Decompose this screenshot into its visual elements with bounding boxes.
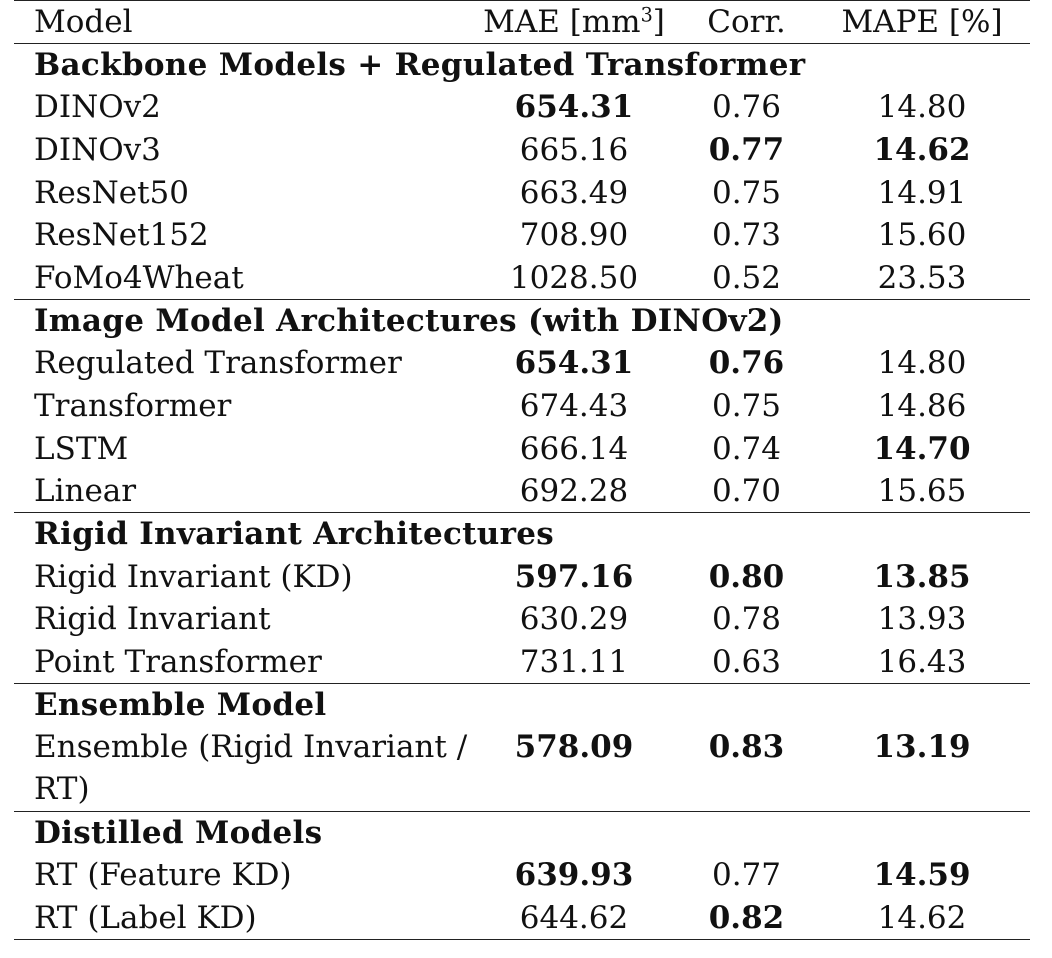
- corr-cell: 0.80: [708, 558, 785, 595]
- mae-cell: 666.14: [519, 430, 629, 467]
- mae-cell: 708.90: [519, 217, 629, 254]
- header-row: Model MAE [mm3] Corr. MAPE [%]: [14, 0, 1030, 44]
- model-name-cell: ResNet152: [34, 217, 209, 254]
- mae-cell: 630.29: [519, 601, 629, 638]
- section-title: Ensemble Model: [14, 683, 1030, 727]
- mae-cell: 731.11: [519, 643, 629, 680]
- section-header-row: Backbone Models + Regulated Transformer: [14, 43, 1030, 86]
- mape-cell: 14.70: [873, 430, 971, 467]
- table-row: Point Transformer 731.11 0.63 16.43: [14, 641, 1030, 684]
- mape-cell: 13.19: [873, 729, 971, 766]
- header-mae-superscript: 3: [640, 3, 653, 27]
- mae-cell: 663.49: [519, 174, 629, 211]
- mae-cell: 644.62: [469, 896, 679, 940]
- table-row: FoMo4Wheat 1028.50 0.52 23.53: [14, 257, 1030, 300]
- model-name-cell: Rigid Invariant (KD): [34, 558, 353, 595]
- model-name-cell: Ensemble (Rigid Invariant / RT): [34, 729, 468, 808]
- table-row: RT (Label KD) 644.62 0.82 14.62: [14, 896, 1030, 940]
- mape-cell: 14.59: [873, 857, 971, 894]
- corr-cell: 0.52: [711, 259, 782, 296]
- corr-cell: 0.73: [711, 217, 782, 254]
- corr-cell: 0.76: [708, 345, 785, 382]
- mape-cell: 14.62: [873, 131, 971, 168]
- section-title: Image Model Architectures (with DINOv2): [14, 298, 1030, 342]
- table-row: LSTM 666.14 0.74 14.70: [14, 427, 1030, 470]
- table-row: Linear 692.28 0.70 15.65: [14, 470, 1030, 513]
- mae-cell: 597.16: [514, 558, 634, 595]
- model-name-cell: LSTM: [34, 430, 129, 467]
- corr-cell: 0.74: [711, 430, 782, 467]
- corr-cell: 0.78: [711, 601, 782, 638]
- table-row: Transformer 674.43 0.75 14.86: [14, 385, 1030, 428]
- mape-cell: 23.53: [877, 259, 967, 296]
- mape-cell: 14.62: [814, 896, 1030, 940]
- model-name-cell: ResNet50: [34, 174, 189, 211]
- section-title: Distilled Models: [14, 810, 1030, 854]
- corr-cell: 0.70: [711, 473, 782, 510]
- section-header-row: Distilled Models: [14, 810, 1030, 854]
- corr-cell: 0.82: [679, 896, 814, 940]
- header-corr: Corr.: [679, 0, 814, 44]
- corr-cell: 0.63: [711, 643, 782, 680]
- header-mape: MAPE [%]: [814, 0, 1030, 44]
- mape-cell: 14.86: [877, 388, 967, 425]
- corr-cell: 0.75: [711, 388, 782, 425]
- corr-cell: 0.77: [708, 131, 785, 168]
- model-name-cell: RT (Label KD): [14, 896, 469, 940]
- header-model: Model: [14, 0, 469, 44]
- mape-cell: 16.43: [877, 643, 967, 680]
- mape-cell: 14.80: [877, 345, 967, 382]
- corr-cell: 0.76: [711, 89, 782, 126]
- model-name-cell: Point Transformer: [34, 643, 322, 680]
- section-title: Backbone Models + Regulated Transformer: [34, 46, 806, 83]
- mape-cell: 14.91: [877, 174, 967, 211]
- section-header-row: Ensemble Model: [14, 683, 1030, 727]
- results-table: Model MAE [mm3] Corr. MAPE [%] Backbone …: [14, 0, 1030, 940]
- model-name-cell: Regulated Transformer: [34, 345, 402, 382]
- mape-cell: 14.80: [877, 89, 967, 126]
- mape-cell: 13.85: [873, 558, 971, 595]
- table-row: Rigid Invariant 630.29 0.78 13.93: [14, 598, 1030, 641]
- table-row: DINOv2 654.31 0.76 14.80: [14, 86, 1030, 129]
- table-row: ResNet50 663.49 0.75 14.91: [14, 171, 1030, 214]
- mae-cell: 639.93: [514, 857, 634, 894]
- header-mae-close: ]: [652, 3, 665, 40]
- model-name-cell: FoMo4Wheat: [34, 259, 244, 296]
- section-title: Rigid Invariant Architectures: [14, 512, 1030, 556]
- table-row: ResNet152 708.90 0.73 15.60: [14, 214, 1030, 257]
- mape-cell: 13.93: [877, 601, 967, 638]
- model-name-cell: Rigid Invariant: [34, 601, 271, 638]
- table-row: Rigid Invariant (KD) 597.16 0.80 13.85: [14, 555, 1030, 598]
- table-row: DINOv3 665.16 0.77 14.62: [14, 129, 1030, 172]
- section-header-row: Image Model Architectures (with DINOv2): [14, 298, 1030, 342]
- table-row: RT (Feature KD) 639.93 0.77 14.59: [14, 854, 1030, 897]
- corr-cell: 0.77: [711, 857, 782, 894]
- corr-cell: 0.75: [711, 174, 782, 211]
- model-name-cell: Transformer: [34, 388, 232, 425]
- mae-cell: 665.16: [519, 131, 629, 168]
- table-row: Ensemble (Rigid Invariant / RT) 578.09 0.8…: [14, 726, 1030, 811]
- mae-cell: 578.09: [514, 729, 634, 766]
- table-row: Regulated Transformer 654.31 0.76 14.80: [14, 342, 1030, 385]
- section-header-row: Rigid Invariant Architectures: [14, 512, 1030, 556]
- mae-cell: 1028.50: [509, 259, 639, 296]
- mae-cell: 654.31: [514, 89, 634, 126]
- mae-cell: 654.31: [514, 345, 634, 382]
- header-mae: MAE [mm3]: [469, 0, 679, 44]
- header-mae-label: MAE [mm: [483, 3, 641, 40]
- mae-cell: 692.28: [519, 473, 629, 510]
- table-body: Backbone Models + Regulated Transformer D…: [14, 43, 1030, 940]
- model-name-cell: DINOv3: [34, 131, 161, 168]
- mape-cell: 15.60: [877, 217, 967, 254]
- corr-cell: 0.83: [708, 729, 785, 766]
- model-name-cell: RT (Feature KD): [34, 857, 292, 894]
- model-name-cell: Linear: [34, 473, 137, 510]
- mae-cell: 674.43: [519, 388, 629, 425]
- model-name-cell: DINOv2: [34, 89, 161, 126]
- mape-cell: 15.65: [877, 473, 967, 510]
